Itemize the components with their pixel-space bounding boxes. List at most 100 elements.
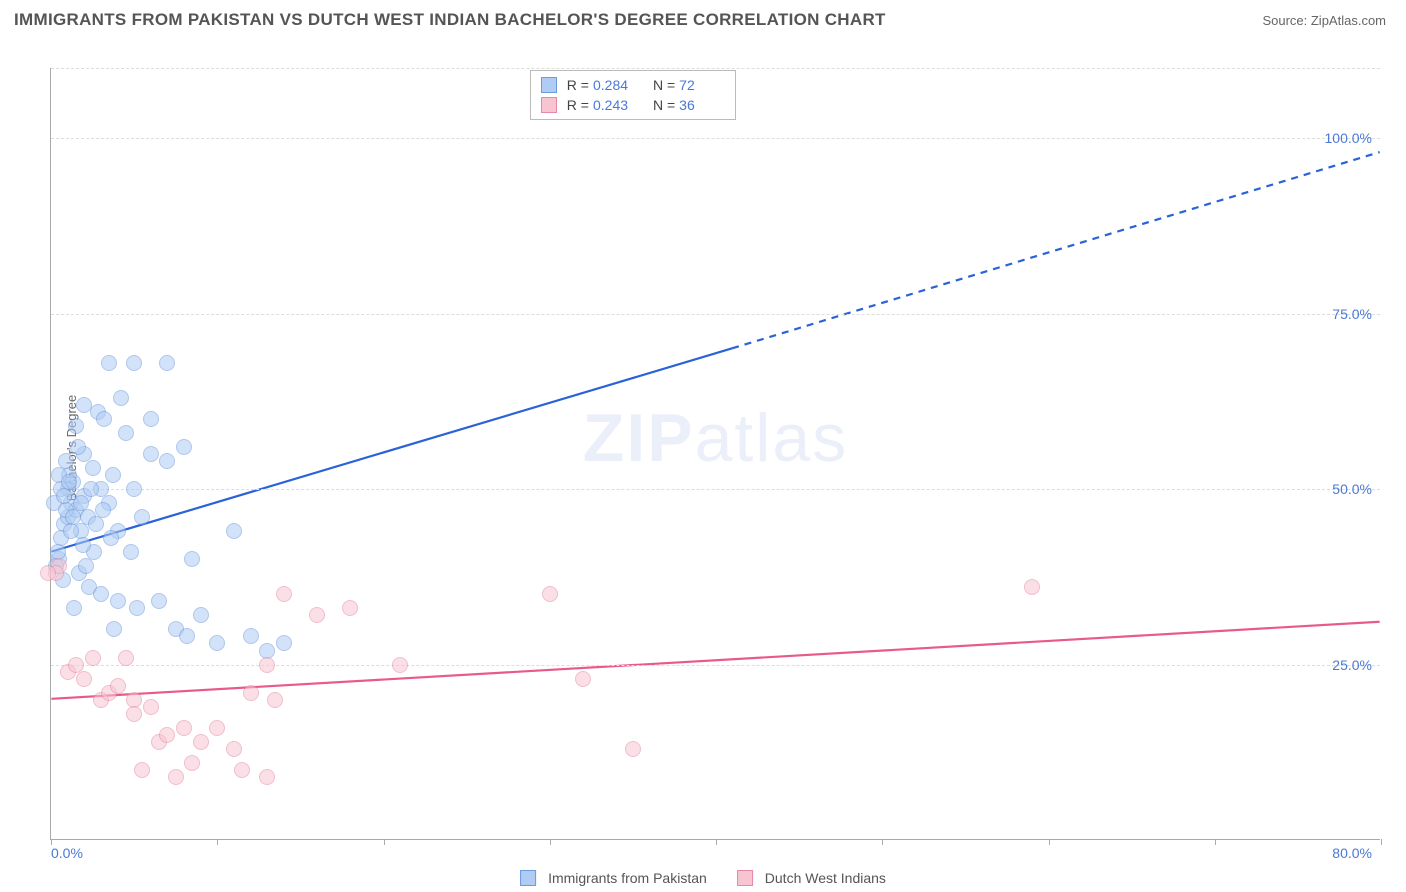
scatter-point bbox=[159, 355, 175, 371]
scatter-point bbox=[259, 657, 275, 673]
scatter-point bbox=[126, 706, 142, 722]
scatter-point bbox=[103, 530, 119, 546]
scatter-point bbox=[88, 516, 104, 532]
scatter-point bbox=[234, 762, 250, 778]
scatter-point bbox=[243, 628, 259, 644]
scatter-point bbox=[575, 671, 591, 687]
source-label: Source: ZipAtlas.com bbox=[1262, 13, 1386, 28]
scatter-point bbox=[168, 769, 184, 785]
scatter-point bbox=[129, 600, 145, 616]
scatter-point bbox=[118, 425, 134, 441]
scatter-point bbox=[542, 586, 558, 602]
scatter-point bbox=[151, 593, 167, 609]
scatter-point bbox=[105, 467, 121, 483]
x-tick bbox=[882, 839, 883, 845]
scatter-point bbox=[76, 671, 92, 687]
scatter-point bbox=[276, 635, 292, 651]
scatter-point bbox=[70, 439, 86, 455]
scatter-point bbox=[176, 720, 192, 736]
scatter-point bbox=[134, 762, 150, 778]
stats-row: R =0.284N =72 bbox=[541, 75, 725, 95]
stats-swatch bbox=[541, 77, 557, 93]
y-tick-label: 25.0% bbox=[1332, 657, 1372, 673]
scatter-point bbox=[193, 734, 209, 750]
x-tick bbox=[384, 839, 385, 845]
scatter-point bbox=[56, 488, 72, 504]
scatter-point bbox=[85, 650, 101, 666]
y-tick-label: 50.0% bbox=[1332, 481, 1372, 497]
scatter-point bbox=[1024, 579, 1040, 595]
scatter-point bbox=[267, 692, 283, 708]
scatter-point bbox=[78, 558, 94, 574]
scatter-point bbox=[106, 621, 122, 637]
scatter-point bbox=[276, 586, 292, 602]
scatter-point bbox=[143, 446, 159, 462]
scatter-point bbox=[342, 600, 358, 616]
scatter-point bbox=[63, 523, 79, 539]
watermark: ZIPatlas bbox=[583, 399, 848, 477]
stats-swatch bbox=[541, 97, 557, 113]
scatter-point bbox=[65, 509, 81, 525]
scatter-point bbox=[40, 565, 56, 581]
scatter-point bbox=[226, 741, 242, 757]
scatter-point bbox=[226, 523, 242, 539]
plot-area: ZIPatlas 25.0%50.0%75.0%100.0%0.0%80.0%R… bbox=[50, 68, 1380, 840]
scatter-point bbox=[61, 474, 77, 490]
scatter-point bbox=[392, 657, 408, 673]
bottom-legend: Immigrants from Pakistan Dutch West Indi… bbox=[520, 870, 886, 886]
chart-container: Bachelor's Degree ZIPatlas 25.0%50.0%75.… bbox=[0, 38, 1406, 858]
x-tick-label: 80.0% bbox=[1332, 845, 1372, 861]
scatter-point bbox=[110, 678, 126, 694]
scatter-point bbox=[134, 509, 150, 525]
legend-label: Immigrants from Pakistan bbox=[548, 870, 707, 886]
scatter-point bbox=[101, 355, 117, 371]
chart-title: IMMIGRANTS FROM PAKISTAN VS DUTCH WEST I… bbox=[14, 10, 886, 30]
grid-line bbox=[51, 138, 1380, 139]
scatter-point bbox=[118, 650, 134, 666]
scatter-point bbox=[176, 439, 192, 455]
scatter-point bbox=[126, 355, 142, 371]
x-tick bbox=[716, 839, 717, 845]
scatter-point bbox=[76, 397, 92, 413]
grid-line bbox=[51, 314, 1380, 315]
legend-label: Dutch West Indians bbox=[765, 870, 886, 886]
x-tick bbox=[1049, 839, 1050, 845]
scatter-point bbox=[259, 769, 275, 785]
scatter-point bbox=[179, 628, 195, 644]
scatter-point bbox=[110, 593, 126, 609]
scatter-point bbox=[143, 699, 159, 715]
legend-item-pakistan: Immigrants from Pakistan bbox=[520, 870, 707, 886]
scatter-point bbox=[184, 551, 200, 567]
scatter-point bbox=[68, 418, 84, 434]
scatter-point bbox=[66, 600, 82, 616]
scatter-point bbox=[209, 720, 225, 736]
scatter-point bbox=[123, 544, 139, 560]
x-tick bbox=[550, 839, 551, 845]
stats-row: R =0.243N =36 bbox=[541, 95, 725, 115]
x-tick bbox=[1381, 839, 1382, 845]
scatter-point bbox=[625, 741, 641, 757]
x-tick bbox=[1215, 839, 1216, 845]
scatter-point bbox=[83, 481, 99, 497]
scatter-point bbox=[243, 685, 259, 701]
scatter-point bbox=[159, 727, 175, 743]
scatter-point bbox=[159, 453, 175, 469]
scatter-point bbox=[126, 481, 142, 497]
trend-lines bbox=[51, 68, 1380, 839]
x-tick-label: 0.0% bbox=[51, 845, 83, 861]
scatter-point bbox=[143, 411, 159, 427]
legend-swatch bbox=[520, 870, 536, 886]
x-tick bbox=[217, 839, 218, 845]
scatter-point bbox=[93, 586, 109, 602]
grid-line bbox=[51, 489, 1380, 490]
scatter-point bbox=[85, 460, 101, 476]
scatter-point bbox=[209, 635, 225, 651]
scatter-point bbox=[75, 537, 91, 553]
y-tick-label: 100.0% bbox=[1325, 130, 1372, 146]
scatter-point bbox=[96, 411, 112, 427]
scatter-point bbox=[309, 607, 325, 623]
scatter-point bbox=[113, 390, 129, 406]
y-tick-label: 75.0% bbox=[1332, 306, 1372, 322]
scatter-point bbox=[193, 607, 209, 623]
grid-line bbox=[51, 665, 1380, 666]
